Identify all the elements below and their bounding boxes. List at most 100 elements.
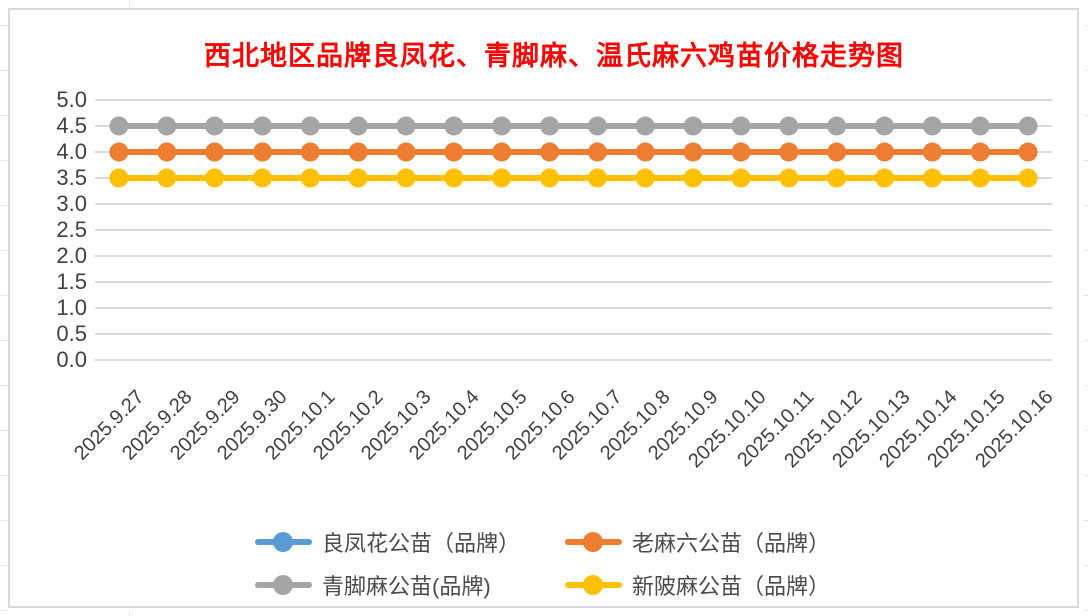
worksheet-gridline-stub [129,611,130,616]
data-point-marker [970,142,990,162]
data-point-marker [396,168,416,188]
y-tick-label: 4.5 [56,113,87,138]
worksheet-gridline-stub [0,475,8,476]
data-point-marker [300,116,320,136]
worksheet-gridline-stub [1083,430,1088,431]
worksheet-gridline-stub [1083,565,1088,566]
worksheet-gridline-stub [1083,160,1088,161]
worksheet-gridline-stub [0,385,8,386]
worksheet-gridline-stub [1083,250,1088,251]
data-point-marker [731,168,751,188]
legend-row: 良凤花公苗（品牌） 老麻六公苗（品牌） [255,520,830,563]
legend-marker-dot [583,574,603,595]
worksheet-gridline-stub [0,115,8,116]
worksheet-gridline-stub [0,25,8,26]
data-point-marker [157,168,177,188]
legend: 良凤花公苗（品牌） 老麻六公苗（品牌） 青脚麻公苗(品牌) 新陂麻公苗（品牌） [255,520,830,606]
chart-title: 西北地区品牌良凤花、青脚麻、温氏麻六鸡苗价格走势图 [204,41,904,71]
data-point-marker [300,168,320,188]
data-point-marker [827,116,847,136]
worksheet-gridline-stub [0,430,8,431]
gridline [95,333,1052,335]
legend-series-marker-icon [565,574,622,595]
data-point-marker [157,116,177,136]
legend-item: 良凤花公苗（品牌） [255,526,565,558]
legend-series-marker-icon [255,574,312,595]
data-point-marker [1018,116,1038,136]
series-plot [109,116,1038,188]
data-point-marker [540,116,560,136]
data-point-marker [205,116,225,136]
data-point-marker [779,116,799,136]
gridline [95,307,1052,309]
data-point-marker [922,142,942,162]
worksheet-gridline-stub [1083,205,1088,206]
data-point-marker [683,168,703,188]
data-point-marker [779,142,799,162]
gridline [95,203,1052,205]
legend-item: 老麻六公苗（品牌） [565,526,830,558]
data-point-marker [396,142,416,162]
data-point-marker [875,142,895,162]
data-point-marker [205,168,225,188]
data-point-marker [252,116,272,136]
data-point-marker [875,168,895,188]
data-point-marker [587,116,607,136]
data-point-marker [635,142,655,162]
data-point-marker [1018,168,1038,188]
data-point-marker [731,116,751,136]
legend-series-marker-icon [565,531,622,552]
data-point-marker [970,168,990,188]
worksheet-gridline-stub [0,205,8,206]
data-point-marker [109,116,129,136]
data-point-marker [779,168,799,188]
data-point-marker [827,168,847,188]
data-point-marker [635,116,655,136]
worksheet-gridline-stub [0,565,8,566]
gridline [95,99,1052,101]
data-point-marker [683,142,703,162]
data-point-marker [396,116,416,136]
data-point-marker [300,142,320,162]
worksheet-gridline-stub [0,340,8,341]
data-point-marker [348,168,368,188]
worksheet-gridline-stub [0,610,8,611]
data-point-marker [1018,142,1038,162]
legend-marker-dot [583,531,603,552]
gridline [95,359,1052,361]
legend-marker-dot [273,531,293,552]
data-point-marker [444,116,464,136]
data-point-marker [540,168,560,188]
chart-frame: 西北地区品牌良凤花、青脚麻、温氏麻六鸡苗价格走势图 良凤花公苗（品牌） 老麻六公苗… [8,8,1079,608]
data-point-marker [540,142,560,162]
y-tick-label: 2.0 [56,243,87,268]
y-tick-label: 0.5 [56,321,87,346]
data-point-marker [635,168,655,188]
worksheet-gridline-stub [1083,475,1088,476]
worksheet-gridline-stub [0,295,8,296]
data-point-marker [492,116,512,136]
data-point-marker [492,168,512,188]
legend-label: 青脚麻公苗(品牌) [322,573,491,599]
data-point-marker [827,142,847,162]
data-point-marker [922,116,942,136]
legend-label: 新陂麻公苗（品牌） [632,573,831,599]
worksheet-gridline-stub [1083,295,1088,296]
y-tick-label: 0.0 [56,347,87,372]
y-tick-label: 3.5 [56,165,87,190]
data-point-marker [205,142,225,162]
legend-series-marker-icon [255,531,312,552]
worksheet-gridline-stub [1083,25,1088,26]
data-point-marker [348,142,368,162]
data-point-marker [922,168,942,188]
y-tick-label: 4.0 [56,139,87,164]
worksheet-gridline-stub [0,70,8,71]
data-point-marker [444,142,464,162]
data-point-marker [731,142,751,162]
y-tick-label: 2.5 [56,217,87,242]
gridline [95,255,1052,257]
data-point-marker [348,116,368,136]
legend-marker-dot [273,574,293,595]
legend-label: 良凤花公苗（品牌） [322,530,521,556]
data-point-marker [444,168,464,188]
